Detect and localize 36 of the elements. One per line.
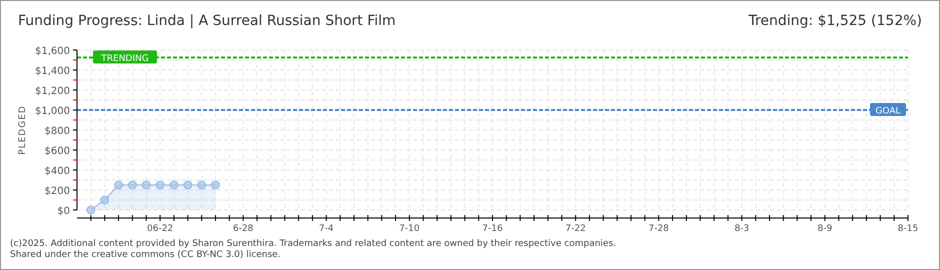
chart-title: Funding Progress: Linda | A Surreal Russian Short Film: [18, 13, 396, 29]
point: [211, 180, 220, 190]
y-tick-label: $800: [44, 126, 70, 137]
point: [114, 180, 123, 190]
y-tick-label: $1,200: [35, 86, 70, 97]
ref-line-label: TRENDING: [100, 54, 149, 64]
y-axis-title: PLEDGED: [18, 105, 28, 155]
point: [128, 180, 137, 190]
x-tick-label: 8-3: [734, 224, 750, 234]
point: [142, 180, 151, 190]
point: [100, 196, 110, 204]
y-tick-label: $400: [44, 166, 70, 177]
x-tick-label: 06-22: [147, 224, 174, 234]
point: [156, 180, 164, 190]
x-tick-label: 8-15: [898, 224, 918, 234]
point: [86, 206, 96, 214]
y-tick-label: $0: [57, 206, 70, 217]
ref-line-label: GOAL: [875, 106, 901, 116]
x-tick-label: 7-22: [565, 224, 586, 234]
x-tick-label: 7-16: [482, 224, 503, 234]
x-tick-label: 7-4: [318, 224, 334, 234]
text: Shared under the creative commons (CC BY-NC 3.0) license.: [10, 250, 281, 260]
chart-subtitle: Trending: $1,525 (152%): [747, 13, 922, 29]
text: (c)2025. Additional content provided by Sharon Surenthira. Trademarks and related content are owned by their respective companies.: [10, 239, 616, 249]
x-tick-label: 8-9: [818, 224, 833, 234]
y-tick-label: $1,600: [35, 46, 70, 57]
point: [170, 180, 178, 190]
y-tick-label: $600: [44, 146, 70, 157]
x-tick-label: 7-10: [399, 224, 420, 234]
x-tick-label: 6-28: [232, 224, 254, 234]
point: [183, 180, 192, 190]
point: [197, 180, 206, 190]
y-tick-label: $1,400: [35, 66, 70, 77]
x-tick-label: 7-28: [648, 224, 670, 234]
y-tick-label: $1,000: [35, 106, 70, 117]
y-tick-label: $200: [44, 186, 70, 197]
